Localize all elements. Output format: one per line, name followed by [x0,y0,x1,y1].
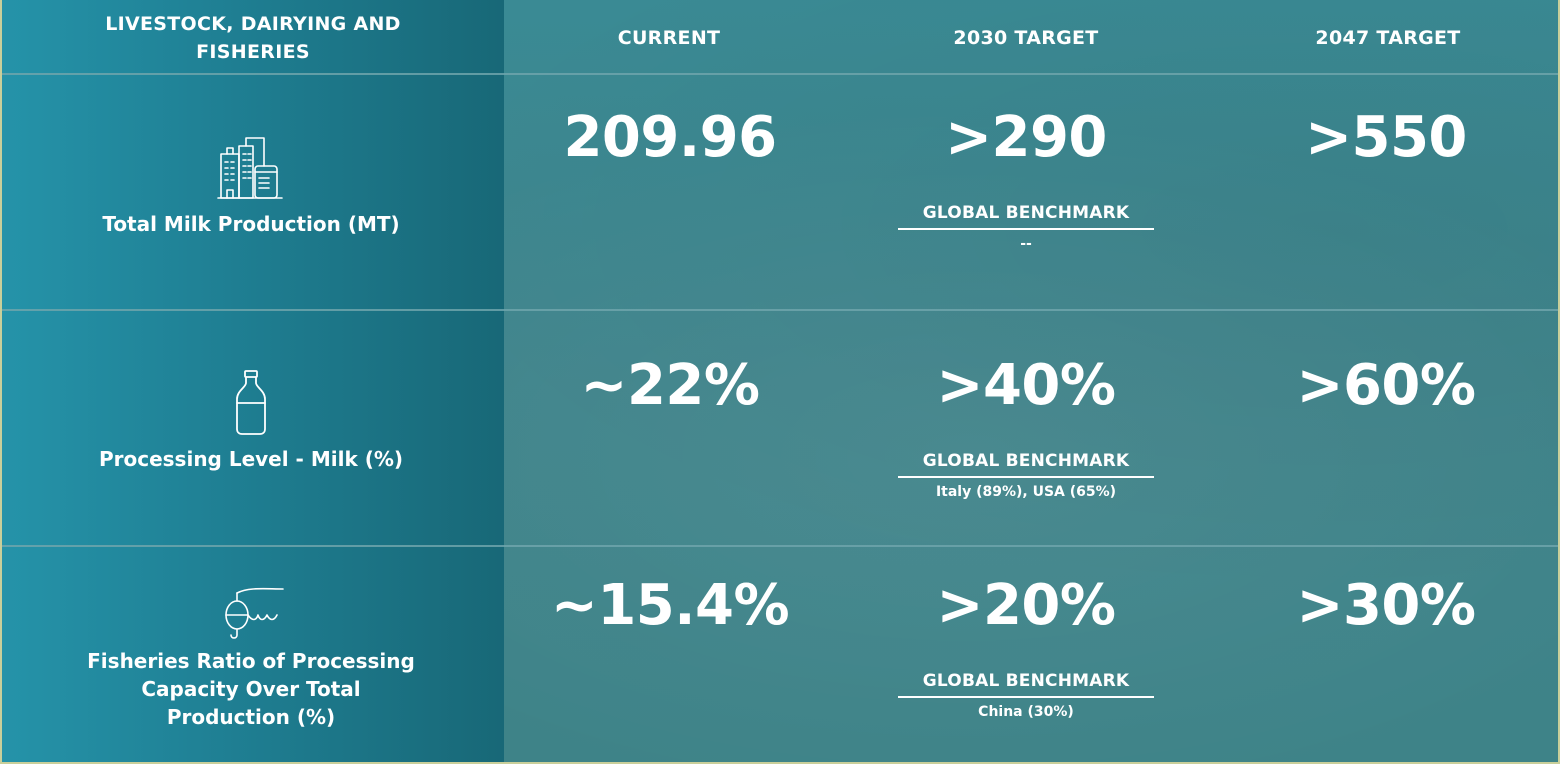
benchmark-title: GLOBAL BENCHMARK [898,450,1154,478]
global-benchmark: GLOBAL BENCHMARK -- [898,202,1154,254]
row-divider [2,73,1558,75]
header-current: CURRENT [617,27,721,49]
row-divider [2,545,1558,547]
row-category-cell: Fisheries Ratio of Processing Capacity O… [30,584,472,734]
dairy-factory-icon [217,136,285,200]
benchmark-title: GLOBAL BENCHMARK [898,202,1154,230]
target-2030-value: >290 [945,105,1107,170]
current-value: ~22% [580,353,760,418]
header-category: LIVESTOCK, DAIRYING AND FISHERIES [105,13,401,63]
target-2047-value: >30% [1296,573,1476,638]
target-2047-value: >550 [1305,105,1467,170]
category-column [2,0,504,762]
row-label: Fisheries Ratio of Processing Capacity O… [87,649,415,729]
target-2030-value: >20% [936,573,1116,638]
row-divider [2,309,1558,311]
current-value: ~15.4% [550,573,790,638]
header-2030-target: 2030 TARGET [953,27,1099,49]
global-benchmark: GLOBAL BENCHMARK China (30%) [898,670,1154,722]
milk-bottle-icon [234,369,268,435]
target-2047-value: >60% [1296,353,1476,418]
target-2030-value: >40% [936,353,1116,418]
row-label: Total Milk Production (MT) [102,212,400,236]
header-category-cell: LIVESTOCK, DAIRYING AND FISHERIES [60,10,446,66]
header-2047-cell: 2047 TARGET [1248,20,1528,56]
current-value: 209.96 [563,105,777,170]
benchmark-value: Italy (89%), USA (65%) [935,484,1117,500]
row-label: Processing Level - Milk (%) [98,447,404,471]
benchmark-value: -- [1020,236,1032,252]
benchmark-title: GLOBAL BENCHMARK [898,670,1154,698]
header-current-cell: CURRENT [530,20,808,56]
header-2047-target: 2047 TARGET [1315,27,1461,49]
row-category-cell: Total Milk Production (MT) [40,132,462,242]
global-benchmark: GLOBAL BENCHMARK Italy (89%), USA (65%) [898,450,1154,502]
fishing-hook-icon [217,587,285,641]
row-category-cell: Processing Level - Milk (%) [40,366,462,476]
header-2030-cell: 2030 TARGET [886,20,1166,56]
benchmark-value: China (30%) [978,704,1074,720]
